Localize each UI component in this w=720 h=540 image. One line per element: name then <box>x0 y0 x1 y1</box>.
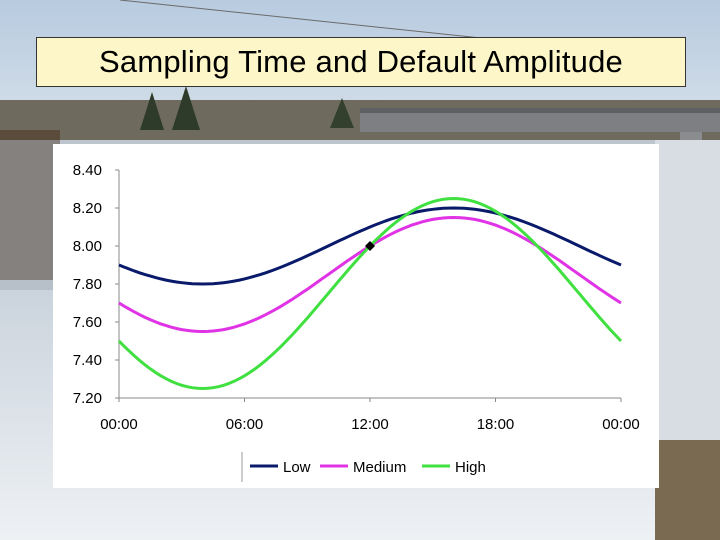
x-tick-label: 06:00 <box>226 416 264 433</box>
slide-title-box: Sampling Time and Default Amplitude <box>36 37 686 87</box>
x-axis: 00:00 06:00 12:00 18:00 00:00 <box>100 397 640 433</box>
y-axis: 7.20 7.40 7.60 7.80 8.00 8.20 8.40 <box>73 162 120 407</box>
y-tick-label: 8.20 <box>73 200 102 217</box>
y-tick-label: 7.20 <box>73 390 102 407</box>
series-layer <box>117 196 623 391</box>
y-tick-label: 8.00 <box>73 238 102 255</box>
line-chart: 7.20 7.40 7.60 7.80 8.00 8.20 8.40 00:00 06:00 1… <box>73 162 640 482</box>
series-line-low <box>118 206 622 286</box>
x-tick-label: 12:00 <box>351 416 389 433</box>
chart-panel: 7.20 7.40 7.60 7.80 8.00 8.20 8.40 00:00 06:00 1… <box>53 144 659 488</box>
slide-title: Sampling Time and Default Amplitude <box>99 44 623 79</box>
x-tick-label: 00:00 <box>100 416 138 433</box>
legend-divider <box>241 452 243 482</box>
x-tick-label: 18:00 <box>477 416 515 433</box>
x-tick-label: 00:00 <box>602 416 640 433</box>
legend-label-low: Low <box>283 459 311 476</box>
y-tick-label: 8.40 <box>73 162 102 179</box>
y-tick-label: 7.40 <box>73 352 102 369</box>
legend-label-medium: Medium <box>353 459 406 476</box>
legend-label-high: High <box>455 459 486 476</box>
y-tick-label: 7.60 <box>73 314 102 331</box>
chart-legend: Low Medium High <box>241 452 486 482</box>
data-point-marker <box>365 241 375 251</box>
y-tick-label: 7.80 <box>73 276 102 293</box>
marker-layer <box>365 241 375 251</box>
series-line-medium <box>118 215 622 334</box>
